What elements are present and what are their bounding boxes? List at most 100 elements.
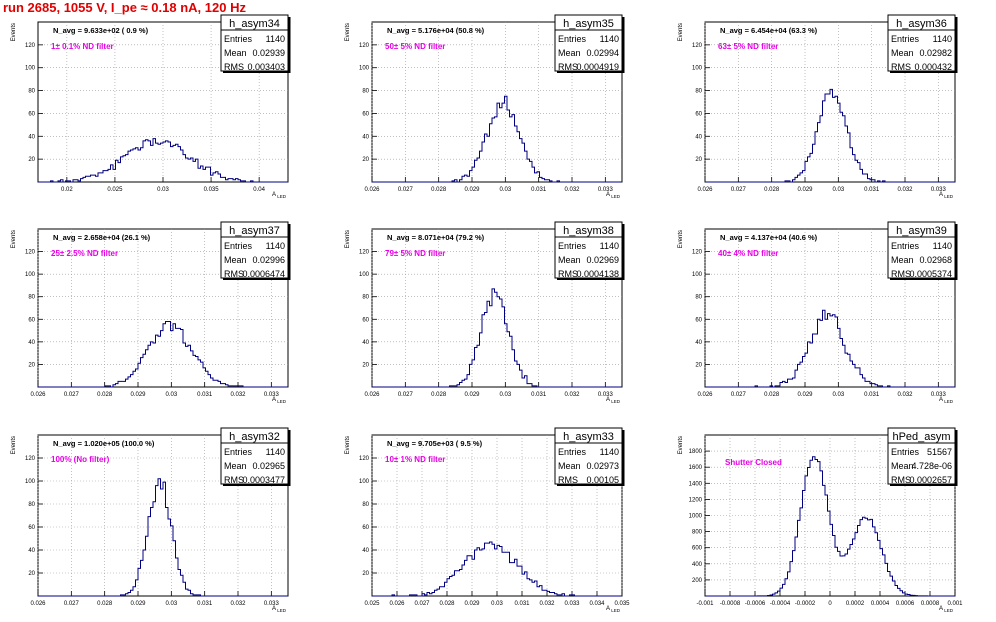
stats-value: 0.02965 [252, 461, 285, 471]
y-tick-label: 60 [695, 317, 702, 323]
y-tick-label: 80 [28, 295, 35, 301]
y-axis-label: Events [678, 23, 684, 41]
x-tick-label: 0.027 [64, 392, 80, 398]
x-tick-label: 0.027 [731, 392, 747, 398]
histogram-series [372, 95, 622, 183]
x-tick-label: -0.0006 [745, 601, 766, 607]
x-tick-label: 0.027 [731, 187, 747, 193]
y-tick-label: 1600 [689, 465, 703, 471]
x-tick-label: 0.035 [204, 187, 220, 193]
y-tick-label: 60 [362, 111, 369, 117]
x-tick-label: 0.03 [832, 392, 844, 398]
x-tick-label: 0.031 [531, 187, 547, 193]
stats-box [554, 427, 623, 485]
y-tick-label: 20 [28, 157, 35, 163]
x-tick-label: -0.0002 [795, 601, 816, 607]
stats-value: 1140 [266, 447, 285, 457]
y-tick-label: 100 [359, 66, 370, 72]
y-tick-label: 100 [25, 272, 36, 278]
x-axis-label: A LED [939, 397, 954, 404]
histogram-series [705, 88, 955, 183]
y-axis-label: Events [345, 230, 351, 248]
stats-value: 4.728e-06 [911, 461, 952, 471]
x-axis-label: A LED [939, 606, 954, 613]
x-tick-label: 0.033 [264, 392, 280, 398]
y-tick-label: 400 [692, 562, 703, 568]
histogram-panel: 0.026 0.027 0.028 0.029 0.03 0.031 0.032 0.033 2… [678, 221, 958, 404]
x-tick-label: 0.029 [464, 601, 480, 607]
x-axis-label: A LED [606, 606, 621, 613]
stats-label: Entries [224, 241, 253, 251]
y-tick-label: 20 [695, 362, 702, 368]
y-tick-label: 60 [28, 317, 35, 323]
histogram-title: hPed_asym [892, 431, 950, 443]
y-tick-label: 40 [362, 134, 369, 140]
stats-value: 0.0006474 [242, 269, 285, 279]
histogram-panel: -0.001 -0.0008 -0.0006 -0.0004 -0.0002 0 0.000… [678, 427, 963, 613]
filter-label: 25± 2.5% ND filter [51, 249, 118, 258]
x-tick-label: 0.029 [130, 601, 146, 607]
stats-box [554, 221, 623, 279]
y-tick-label: 1800 [689, 449, 703, 455]
histogram-series [38, 478, 288, 597]
stats-label: RMS [558, 269, 578, 279]
y-tick-label: 120 [359, 250, 370, 256]
filter-label: Shutter Closed [725, 458, 782, 467]
x-tick-label: 0.029 [464, 187, 480, 193]
x-tick-label: 0.032 [897, 392, 913, 398]
stats-value: 0.0004138 [576, 269, 619, 279]
y-axis-label: Events [345, 436, 351, 454]
x-tick-label: 0.029 [130, 392, 146, 398]
navg-label: N_avg = 9.633e+02 ( 0.9 %) [53, 26, 149, 35]
stats-value: 0.02968 [919, 255, 952, 265]
x-tick-label: 0.032 [564, 392, 580, 398]
x-tick-label: 0.026 [697, 392, 713, 398]
stats-value: 1140 [600, 447, 619, 457]
x-tick-label: 0.029 [797, 187, 813, 193]
stats-box [554, 14, 623, 72]
stats-label: Mean [558, 461, 581, 471]
x-tick-label: 0.027 [414, 601, 430, 607]
stats-value: 1140 [266, 34, 285, 44]
x-tick-label: 0.0002 [846, 601, 865, 607]
histogram-title: h_asym32 [229, 431, 280, 443]
y-tick-label: 60 [28, 111, 35, 117]
x-tick-label: 0.026 [697, 187, 713, 193]
x-tick-label: 0.033 [264, 601, 280, 607]
filter-label: 100% (No filter) [51, 455, 110, 464]
histogram-panel: 0.026 0.027 0.028 0.029 0.03 0.031 0.032 0.033 2… [11, 427, 291, 613]
x-tick-label: 0.026 [30, 392, 46, 398]
histogram-panel: 0.026 0.027 0.028 0.029 0.03 0.031 0.032 0.033 2… [345, 221, 625, 404]
histogram-panel: 0.026 0.027 0.028 0.029 0.03 0.031 0.032 0.033 2… [11, 221, 291, 404]
y-tick-label: 120 [692, 43, 703, 49]
histogram-title: h_asym34 [229, 18, 280, 30]
stats-label: Mean [224, 48, 247, 58]
y-axis-label: Events [678, 436, 684, 454]
filter-label: 63± 5% ND filter [718, 42, 778, 51]
x-axis-label: A LED [272, 397, 287, 404]
histogram-series [372, 288, 622, 388]
stats-label: Mean [891, 48, 914, 58]
x-tick-label: 0.03 [499, 392, 511, 398]
y-tick-label: 20 [362, 571, 369, 577]
navg-label: N_avg = 1.020e+05 (100.0 %) [53, 439, 155, 448]
x-axis-label: A LED [606, 192, 621, 199]
x-tick-label: 0.029 [797, 392, 813, 398]
x-tick-label: 0.027 [398, 392, 414, 398]
histogram-panel: 0.026 0.027 0.028 0.029 0.03 0.031 0.032 0.033 2… [345, 14, 625, 199]
stats-label: Mean [891, 255, 914, 265]
x-tick-label: 0.028 [764, 392, 780, 398]
stats-label: Entries [224, 447, 253, 457]
stats-box [887, 221, 956, 279]
stats-box [887, 14, 956, 72]
x-tick-label: 0.031 [531, 392, 547, 398]
y-tick-label: 100 [25, 66, 36, 72]
stats-label: RMS [224, 475, 244, 485]
x-axis-label: A LED [606, 397, 621, 404]
x-tick-label: 0.026 [364, 392, 380, 398]
y-tick-label: 60 [362, 317, 369, 323]
x-tick-label: 0.03 [165, 392, 177, 398]
x-tick-label: 0.032 [564, 187, 580, 193]
navg-label: N_avg = 4.137e+04 (40.6 %) [720, 233, 818, 242]
